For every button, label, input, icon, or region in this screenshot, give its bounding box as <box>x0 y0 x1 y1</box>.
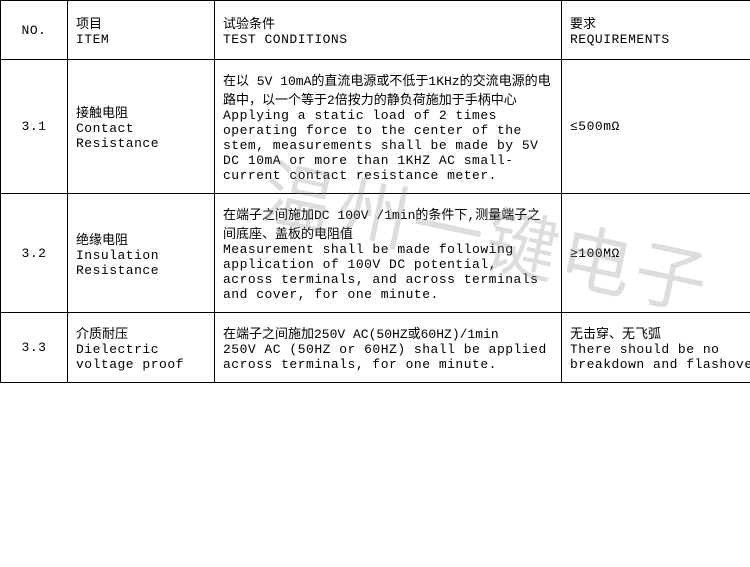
cell-no: 3.1 <box>1 60 68 194</box>
item-cn: 接触电阻 <box>76 106 128 121</box>
spec-table: NO. 项目 ITEM 试验条件 TEST CONDITIONS 要求 REQU… <box>0 0 750 383</box>
cell-no: 3.3 <box>1 313 68 383</box>
cell-req: 无击穿、无飞弧 There should be no breakdown and… <box>562 313 750 383</box>
cell-cond: 在端子之间施加250V AC(50HZ或60HZ)/1min 250V AC (… <box>215 313 562 383</box>
header-item-cn: 项目 <box>76 17 102 32</box>
header-req: 要求 REQUIREMENTS <box>562 1 750 60</box>
cell-item: 介质耐压 Dielectric voltage proof <box>68 313 215 383</box>
table-row: 3.3 介质耐压 Dielectric voltage proof 在端子之间施… <box>1 313 750 383</box>
header-cond-cn: 试验条件 <box>223 17 275 32</box>
table-row: 3.2 绝缘电阻 Insulation Resistance 在端子之间施加DC… <box>1 194 750 313</box>
cond-en: Applying a static load of 2 times operat… <box>223 108 538 183</box>
cond-cn: 在端子之间施加250V AC(50HZ或60HZ)/1min <box>223 327 499 342</box>
item-en: Contact Resistance <box>76 121 159 151</box>
req-en: There should be no breakdown and flashov… <box>570 342 750 372</box>
cell-cond: 在端子之间施加DC 100V /1min的条件下,测量端子之间底座、盖板的电阻值… <box>215 194 562 313</box>
cell-req: ≥100MΩ <box>562 194 750 313</box>
cond-cn: 在以 5V 10mA的直流电源或不低于1KHz的交流电源的电路中，以一个等于2倍… <box>223 74 551 108</box>
item-cn: 绝缘电阻 <box>76 233 128 248</box>
header-item-en: ITEM <box>76 32 109 47</box>
cell-item: 绝缘电阻 Insulation Resistance <box>68 194 215 313</box>
header-cond-en: TEST CONDITIONS <box>223 32 348 47</box>
cond-en: Measurement shall be made following appl… <box>223 242 538 302</box>
cell-no: 3.2 <box>1 194 68 313</box>
cell-req: ≤500mΩ <box>562 60 750 194</box>
header-req-en: REQUIREMENTS <box>570 32 670 47</box>
item-cn: 介质耐压 <box>76 327 128 342</box>
header-row: NO. 项目 ITEM 试验条件 TEST CONDITIONS 要求 REQU… <box>1 1 750 60</box>
cond-cn: 在端子之间施加DC 100V /1min的条件下,测量端子之间底座、盖板的电阻值 <box>223 208 540 242</box>
cond-en: 250V AC (50HZ or 60HZ) shall be applied … <box>223 342 547 372</box>
header-cond: 试验条件 TEST CONDITIONS <box>215 1 562 60</box>
cell-cond: 在以 5V 10mA的直流电源或不低于1KHz的交流电源的电路中，以一个等于2倍… <box>215 60 562 194</box>
header-no: NO. <box>1 1 68 60</box>
item-en: Insulation Resistance <box>76 248 159 278</box>
header-no-en: NO. <box>22 23 47 38</box>
item-en: Dielectric voltage proof <box>76 342 184 372</box>
table-row: 3.1 接触电阻 Contact Resistance 在以 5V 10mA的直… <box>1 60 750 194</box>
cell-item: 接触电阻 Contact Resistance <box>68 60 215 194</box>
header-item: 项目 ITEM <box>68 1 215 60</box>
req-cn: 无击穿、无飞弧 <box>570 327 661 342</box>
header-req-cn: 要求 <box>570 17 596 32</box>
